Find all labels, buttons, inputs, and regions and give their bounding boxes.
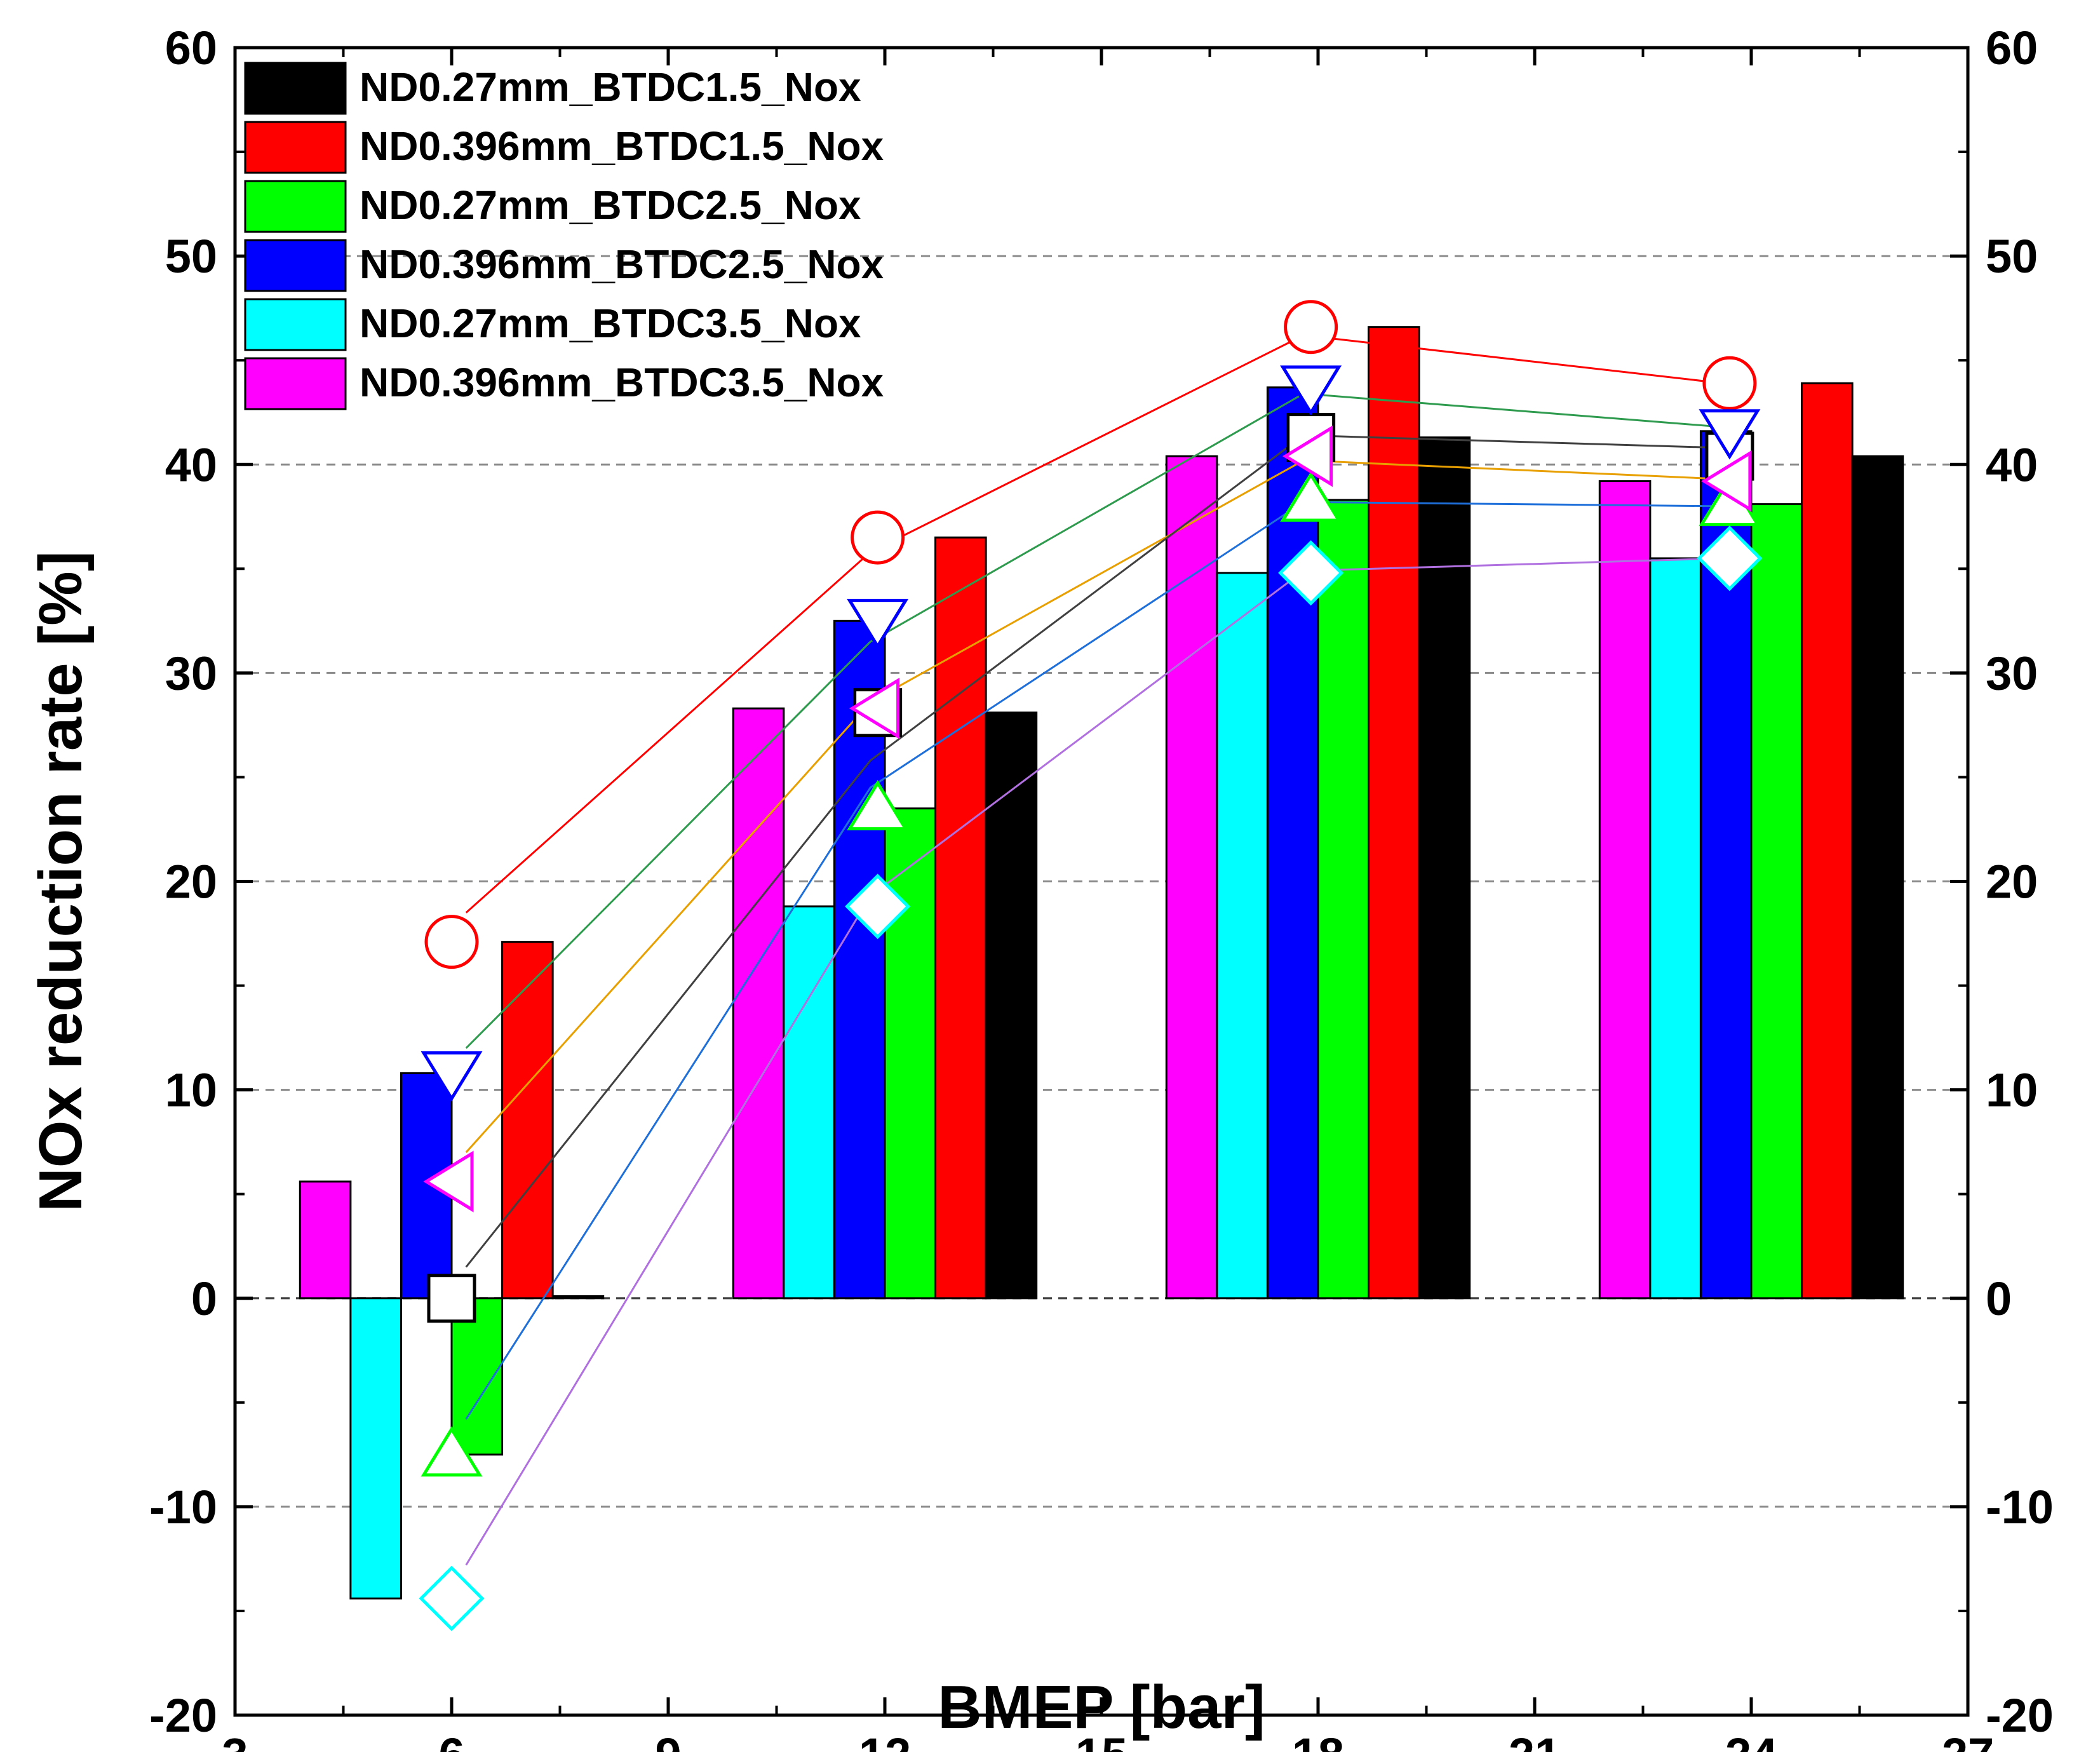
bars	[299, 326, 1904, 1600]
trend-lines	[465, 334, 1723, 1566]
legend-label: ND0.27mm_BTDC2.5_Nox	[360, 182, 861, 228]
marker	[1280, 471, 1342, 522]
bar	[299, 1180, 352, 1300]
x-axis-title: BMEP [bar]	[938, 1673, 1265, 1741]
bar	[1165, 455, 1218, 1300]
legend-swatch	[244, 298, 347, 351]
trend-line	[465, 434, 1723, 1268]
y-tick-label: -20	[149, 1689, 217, 1742]
right-y-tick-label: 50	[1986, 230, 2038, 283]
trend-line	[465, 393, 1723, 1049]
marker	[1701, 450, 1752, 512]
x-tick-label: 24	[1725, 1728, 1777, 1752]
bar	[1598, 480, 1652, 1300]
right-y-tick-labels: -20 -10 0 10 20 30 40 50 60	[1986, 22, 2054, 1742]
legend-label: ND0.396mm_BTDC2.5_Nox	[360, 241, 884, 287]
x-tick-label: 21	[1509, 1728, 1561, 1752]
marker	[847, 598, 909, 650]
bar	[884, 807, 937, 1300]
marker	[1699, 409, 1761, 460]
marker	[1282, 425, 1333, 487]
y-tick-label: 10	[165, 1064, 217, 1117]
legend-swatch	[244, 62, 347, 115]
bar	[1801, 382, 1854, 1300]
legend-swatch	[244, 180, 347, 233]
x-tick-label: 3	[222, 1728, 248, 1752]
y-tick-label: -10	[149, 1481, 217, 1533]
bar	[1368, 326, 1420, 1300]
legend-swatch	[244, 121, 347, 174]
right-y-tick-label: 30	[1986, 647, 2038, 699]
y-tick-label: 20	[165, 856, 217, 908]
bar	[551, 1295, 605, 1300]
axis-ticks	[233, 46, 1970, 1717]
y-tick-label: 60	[165, 22, 217, 74]
marker	[849, 677, 900, 739]
bar	[1216, 572, 1269, 1300]
marker	[421, 1426, 483, 1477]
bar	[349, 1297, 402, 1600]
bar	[501, 941, 554, 1300]
marker	[1697, 525, 1763, 591]
y-axis-title: NOx reduction rate [%]	[27, 551, 95, 1211]
legend-swatch	[244, 239, 347, 292]
legend-label: ND0.27mm_BTDC1.5_Nox	[360, 64, 861, 110]
marker	[421, 1051, 483, 1102]
markers	[419, 300, 1763, 1631]
legend-label: ND0.27mm_BTDC3.5_Nox	[360, 300, 861, 346]
legend-label: ND0.396mm_BTDC3.5_Nox	[360, 360, 884, 405]
bar	[1266, 386, 1319, 1300]
marker	[424, 915, 479, 969]
right-y-tick-label: -20	[1986, 1689, 2054, 1742]
x-tick-labels: 3 6 9 12 15 18 21 24 27	[222, 1728, 1994, 1752]
marker	[419, 1565, 485, 1631]
marker	[847, 779, 909, 831]
right-y-tick-label: -10	[1986, 1481, 2054, 1533]
right-y-tick-label: 40	[1986, 438, 2038, 491]
trend-line	[465, 334, 1723, 913]
marker	[1284, 300, 1338, 354]
x-tick-label: 15	[1075, 1728, 1127, 1752]
x-tick-label: 9	[655, 1728, 681, 1752]
x-tick-label: 12	[859, 1728, 911, 1752]
y-tick-label: 50	[165, 230, 217, 283]
marker	[423, 1150, 474, 1213]
trend-line	[465, 501, 1723, 1420]
x-tick-label: 18	[1292, 1728, 1344, 1752]
right-y-tick-label: 0	[1986, 1272, 2012, 1325]
x-tick-label: 27	[1942, 1728, 1994, 1752]
bar	[732, 707, 785, 1300]
bar	[1317, 499, 1370, 1300]
bar	[1418, 436, 1471, 1300]
right-y-tick-label: 10	[1986, 1064, 2038, 1117]
legend-swatch	[244, 357, 347, 410]
bar	[783, 905, 835, 1300]
marker	[427, 1274, 476, 1323]
y-tick-label: 30	[165, 647, 217, 699]
bar	[1649, 557, 1702, 1300]
marker	[1702, 356, 1757, 410]
right-y-tick-label: 20	[1986, 856, 2038, 908]
bar	[1750, 503, 1803, 1300]
marker	[845, 873, 911, 940]
bar	[985, 711, 1038, 1300]
marker	[851, 510, 905, 565]
marker	[1280, 365, 1342, 416]
legend: ND0.27mm_BTDC1.5_Nox ND0.396mm_BTDC1.5_No…	[244, 62, 884, 410]
left-y-tick-labels: -20 -10 0 10 20 30 40 50 60	[149, 22, 217, 1742]
marker	[1278, 540, 1344, 606]
bar	[1851, 455, 1904, 1300]
y-tick-label: 40	[165, 438, 217, 491]
y-tick-label: 0	[191, 1272, 217, 1325]
trend-line	[465, 459, 1723, 1154]
x-tick-label: 6	[438, 1728, 464, 1752]
trend-line	[465, 557, 1723, 1566]
legend-label: ND0.396mm_BTDC1.5_Nox	[360, 123, 884, 169]
right-y-tick-label: 60	[1986, 22, 2038, 74]
